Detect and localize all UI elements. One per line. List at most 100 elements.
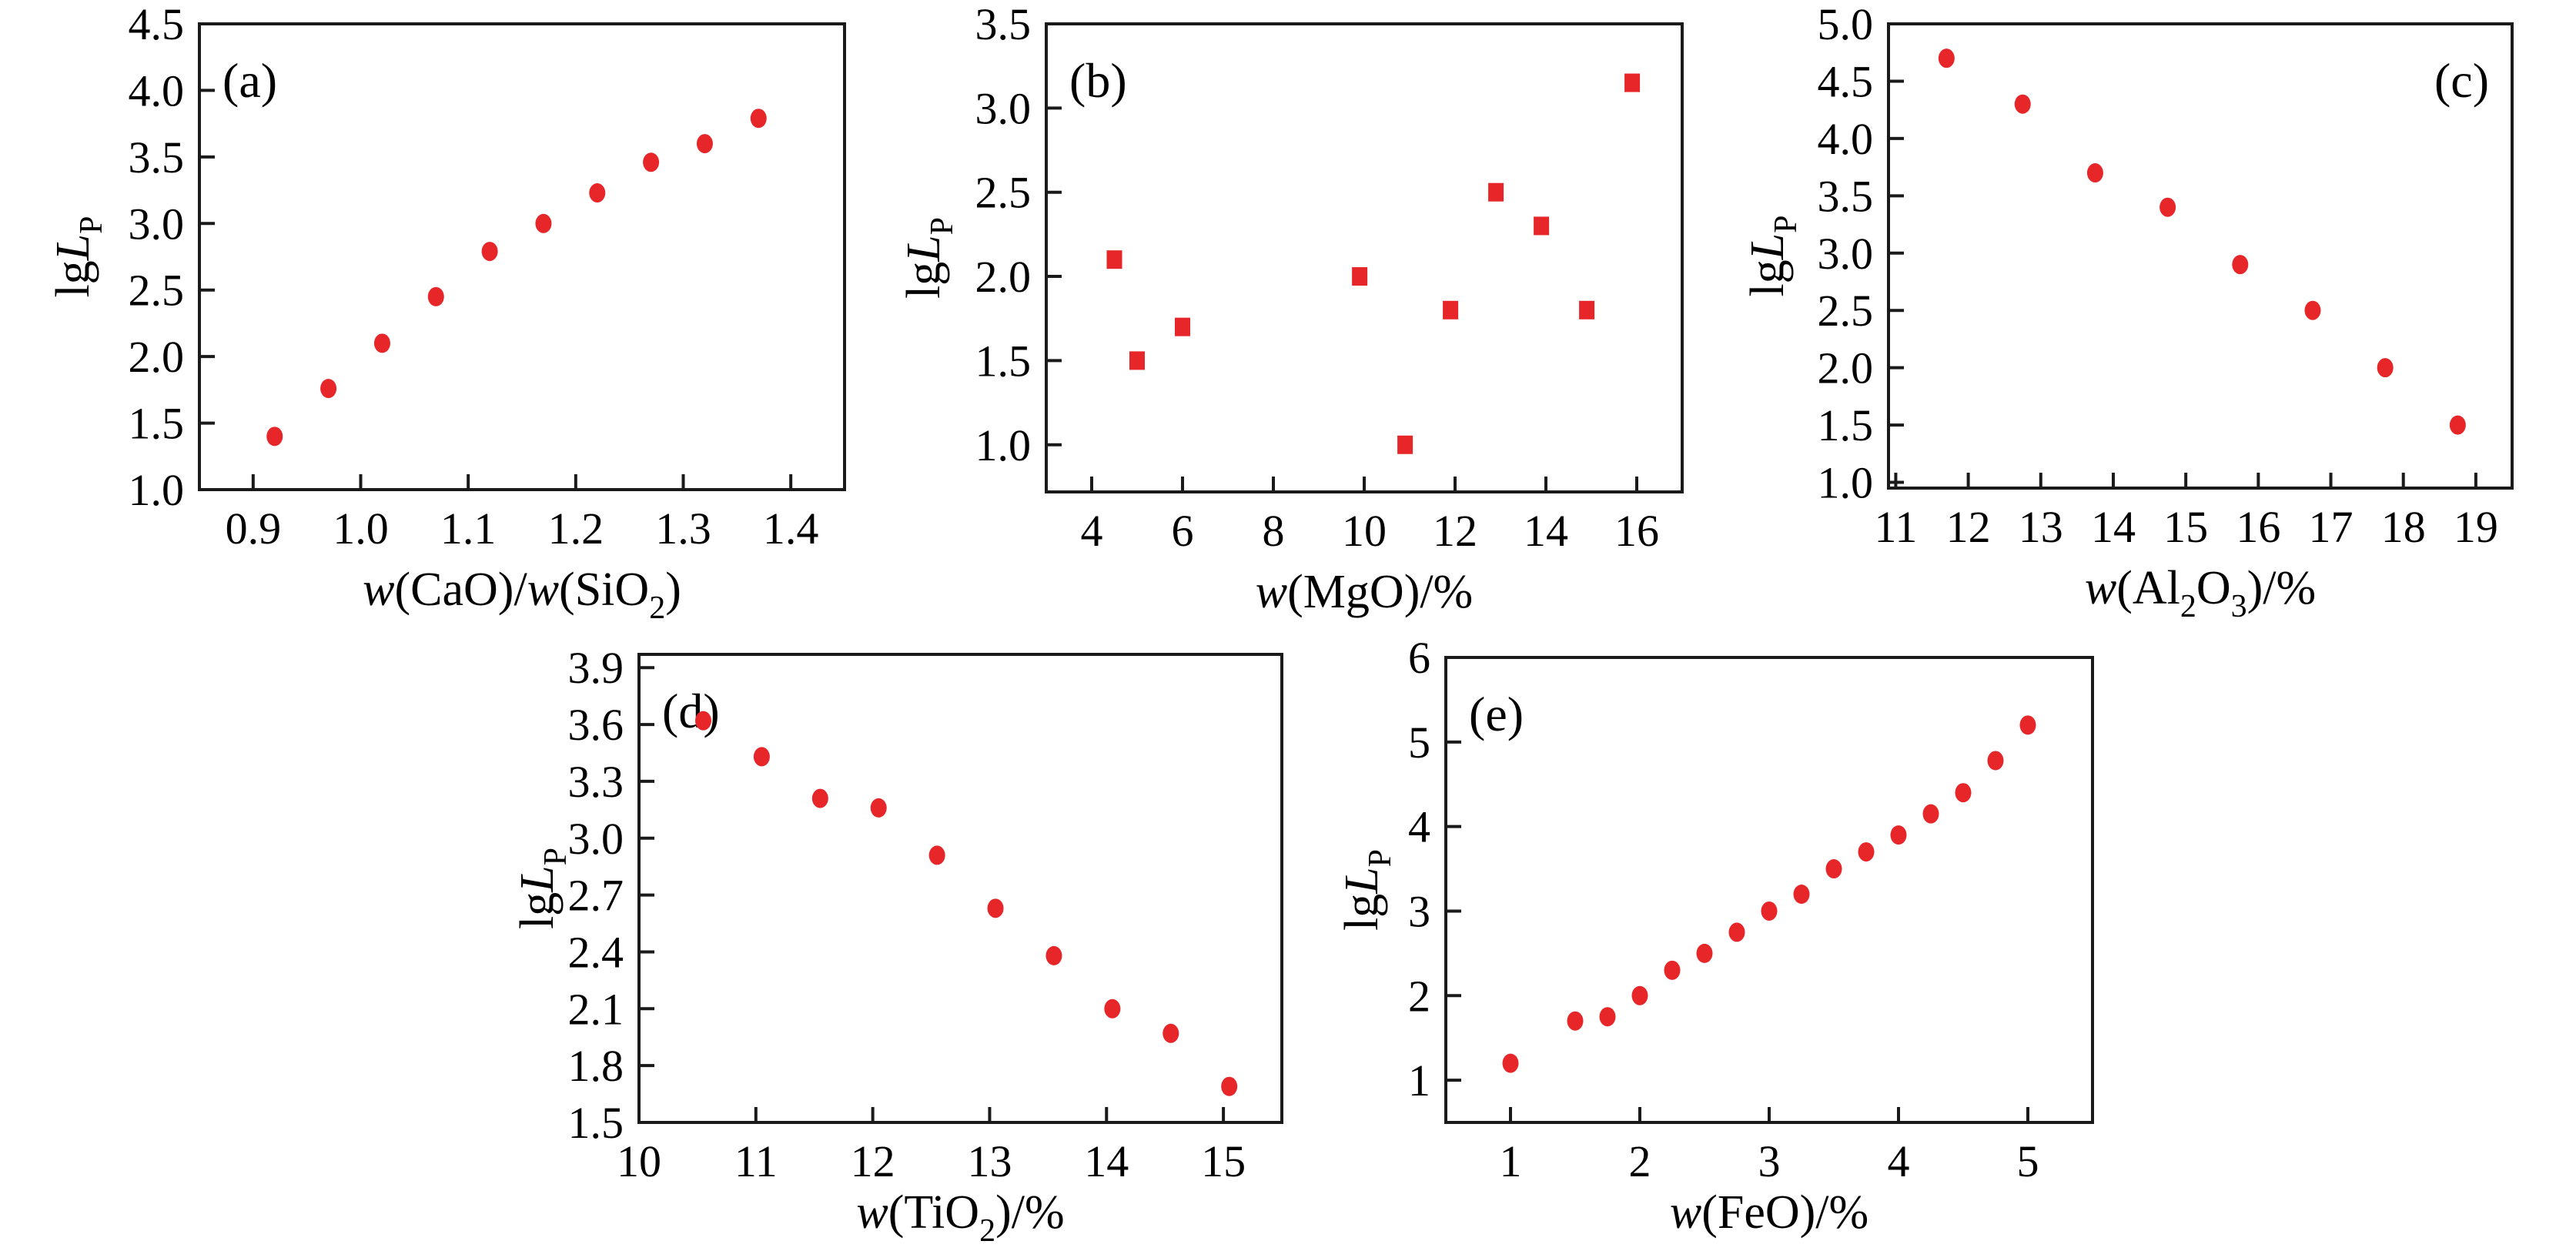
axes-box	[1887, 22, 2514, 490]
data-point	[1175, 317, 1190, 336]
data-point	[535, 213, 552, 233]
axes-box	[637, 653, 1283, 1124]
data-point	[1488, 182, 1504, 202]
x-axis-tick-label: 18	[2381, 502, 2426, 552]
x-axis-tick-label: 10	[1342, 506, 1387, 556]
axes-box	[1444, 656, 2094, 1124]
panel-d: 10 11 12 13 14 15 1.5 1.8 2.1 2.4 2.7 3.0 3.3 3.6 3.9 w…	[511, 643, 1283, 1249]
panel-a: 0.9 1.0 1.1 1.2 1.3 1.4 1.0 1.5 2.0 2.5 3.0 3.5 4.0 4…	[47, 0, 846, 626]
data-point	[2086, 163, 2103, 183]
x-axis-tick-label: 17	[2309, 502, 2354, 552]
x-axis-tick-label: 13	[2019, 502, 2063, 552]
y-axis-tick-label: 2.0	[975, 252, 1032, 302]
y-axis-tick-label: 4.0	[1818, 114, 1874, 164]
x-axis-tick-label: 1	[1500, 1136, 1522, 1186]
data-point	[1664, 960, 1681, 980]
panel-b: 4 6 8 10 12 14 16 1.0 1.5 2.0 2.5 3.0 3.5 w(MgO)/% lgL…	[898, 0, 1684, 618]
x-axis-tick-label: 12	[1433, 506, 1477, 556]
data-point	[2019, 715, 2036, 735]
y-axis-tick-label: 3.5	[1818, 171, 1874, 221]
data-point	[1624, 73, 1641, 92]
y-axis-title: lgLP	[47, 216, 109, 297]
data-points	[1502, 715, 2036, 1073]
panel-label: (b)	[1069, 53, 1127, 108]
y-axis-title: lgLP	[511, 848, 574, 929]
y-axis-tick-label: 3.6	[568, 700, 624, 750]
x-axis-tick-label: 12	[1946, 502, 1991, 552]
y-axis-tick-label: 1.0	[129, 465, 185, 515]
data-points	[1106, 73, 1641, 454]
y-axis-tick-label: 2	[1408, 971, 1430, 1021]
data-point	[870, 798, 887, 818]
data-point	[2232, 255, 2249, 275]
data-point	[811, 788, 828, 808]
data-point	[1534, 216, 1550, 236]
data-point	[696, 134, 713, 154]
panel-label: (e)	[1469, 687, 1524, 741]
y-axis-tick-label: 6	[1408, 633, 1430, 683]
data-point	[1922, 804, 1939, 824]
y-axis-title: lgLP	[1741, 215, 1804, 296]
y-axis-tick-label: 2.0	[1818, 343, 1874, 393]
data-point	[589, 183, 606, 203]
y-axis-tick-label: 2.5	[1818, 286, 1874, 336]
data-point	[266, 426, 283, 447]
x-axis-tick-label: 11	[734, 1136, 778, 1186]
x-axis-tick-label: 16	[1614, 506, 1659, 556]
data-point	[1987, 751, 2004, 771]
x-axis-tick-label: 15	[1201, 1136, 1246, 1186]
data-point	[1696, 943, 1713, 963]
data-point	[1579, 300, 1595, 319]
data-point	[481, 242, 498, 262]
x-axis-tick-label: 13	[967, 1136, 1012, 1186]
x-axis-tick-label: 1.4	[763, 503, 819, 554]
data-points	[695, 711, 1238, 1096]
data-point	[1221, 1076, 1238, 1096]
y-axis-tick-label: 3.5	[129, 132, 185, 182]
x-axis-title: w(CaO)/w(SiO2)	[363, 564, 681, 626]
x-axis-title: w(Al2O3)/%	[2085, 562, 2316, 624]
panel-label: (c)	[2434, 53, 2489, 108]
data-point	[1045, 945, 1062, 965]
y-axis-tick-label: 3.0	[568, 814, 624, 864]
x-axis-title: w(TiO2)/%	[856, 1186, 1064, 1249]
data-point	[1858, 842, 1875, 862]
x-axis-tick-label: 10	[617, 1136, 661, 1186]
y-axis-title: lgLP	[898, 217, 960, 299]
data-point	[695, 711, 711, 731]
data-point	[1129, 351, 1145, 370]
data-point	[2449, 415, 2466, 435]
panel-c: 11 12 13 14 15 16 17 18 19 1.0 1.5 2.0 2.5 3.0 3.5 4.0 4…	[1741, 0, 2514, 624]
data-point	[1728, 922, 1745, 942]
y-axis-tick-label: 3.0	[1818, 229, 1874, 279]
x-axis-tick-label: 4	[1888, 1136, 1910, 1186]
axes-box	[198, 22, 846, 491]
y-axis-tick-label: 3.5	[975, 0, 1032, 49]
data-point	[753, 747, 770, 767]
y-axis-tick-label: 4.0	[129, 65, 185, 115]
y-axis-title: lgLP	[1336, 849, 1398, 931]
x-axis-tick-label: 1.0	[333, 503, 389, 554]
y-axis-tick-label: 1	[1408, 1055, 1430, 1105]
y-axis-tick-label: 1.0	[975, 420, 1032, 470]
y-axis-tick-label: 1.0	[1818, 458, 1874, 508]
y-axis-tick-label: 2.7	[568, 871, 624, 921]
y-axis-tick-label: 1.8	[568, 1041, 624, 1091]
y-axis-tick-label: 2.5	[975, 168, 1032, 218]
y-axis-tick-label: 1.5	[568, 1098, 624, 1148]
y-axis-tick-label: 1.5	[1818, 400, 1874, 450]
data-point	[1825, 859, 1842, 879]
x-axis-tick-label: 1.2	[548, 503, 604, 554]
y-axis-tick-label: 3	[1408, 886, 1430, 936]
y-axis-tick-label: 2.1	[568, 984, 624, 1034]
y-axis-tick-label: 4.5	[1818, 56, 1874, 106]
data-point	[1106, 250, 1122, 269]
data-point	[1955, 783, 1972, 803]
x-axis-tick-label: 6	[1172, 506, 1194, 556]
data-point	[320, 379, 337, 399]
data-point	[1163, 1023, 1179, 1043]
x-axis-tick-label: 11	[1874, 502, 1917, 552]
data-point	[2304, 300, 2321, 320]
x-axis-tick-label: 16	[2236, 502, 2280, 552]
